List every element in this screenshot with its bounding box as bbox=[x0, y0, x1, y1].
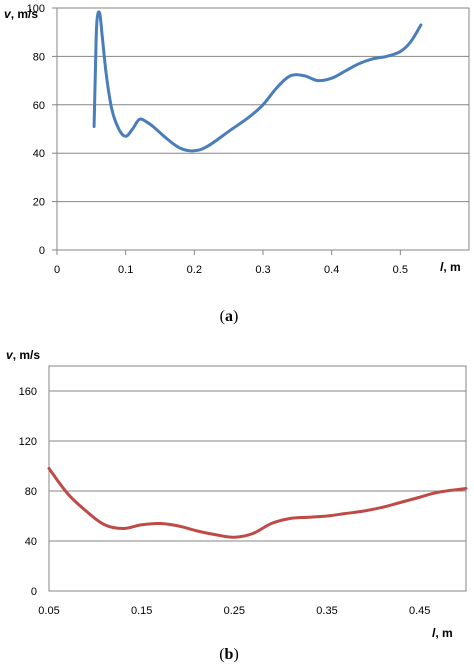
y-axis-label: v, m/s bbox=[4, 7, 38, 21]
x-tick-label: 0.3 bbox=[255, 264, 270, 276]
x-tick-label: 0.1 bbox=[118, 264, 133, 276]
chart-a: 0 20 40 60 80 100 0 0.1 0.2 0.3 0.4 0.5 v, m/s l, m (a… bbox=[4, 3, 470, 325]
x-axis-unit: , m bbox=[435, 626, 452, 640]
y-tick-label: 0 bbox=[31, 586, 37, 598]
caption-open: ( bbox=[220, 308, 225, 325]
series-line-1 bbox=[47, 467, 468, 539]
x-tick-label: 0.45 bbox=[409, 605, 430, 617]
x-tick-label: 0.35 bbox=[316, 605, 337, 617]
x-axis-unit: , m bbox=[443, 260, 460, 274]
x-tick-label: 0.25 bbox=[224, 605, 245, 617]
x-axis-var: l bbox=[432, 626, 436, 640]
x-tick-label: 0.5 bbox=[393, 264, 408, 276]
x-tick-label: 0.05 bbox=[38, 605, 59, 617]
x-axis-var: l bbox=[440, 260, 444, 274]
x-tick-label: 0.2 bbox=[187, 264, 202, 276]
x-tick-label: 0.4 bbox=[324, 264, 339, 276]
caption-close: ) bbox=[233, 646, 238, 663]
x-tick-label: 0.15 bbox=[131, 605, 152, 617]
panel-caption: (b) bbox=[219, 646, 239, 663]
y-tick-label: 160 bbox=[19, 386, 37, 398]
y-tick-label: 100 bbox=[27, 3, 45, 15]
y-axis-var: v bbox=[6, 348, 14, 362]
y-tick-label: 40 bbox=[25, 536, 37, 548]
caption-close: ) bbox=[233, 308, 238, 325]
y-tick-label: 0 bbox=[39, 245, 45, 257]
y-tick-label: 80 bbox=[25, 486, 37, 498]
y-tick-label: 20 bbox=[33, 197, 45, 209]
x-axis-label: l, m bbox=[432, 626, 453, 640]
x-tick-label: 0 bbox=[54, 264, 60, 276]
plot-frame bbox=[48, 365, 467, 592]
y-tick-label: 40 bbox=[33, 148, 45, 160]
caption-letter: b bbox=[225, 646, 234, 663]
y-axis-label: v, m/s bbox=[6, 348, 40, 362]
panel-caption: (a) bbox=[220, 308, 239, 325]
caption-open: ( bbox=[219, 646, 224, 663]
x-axis-label: l, m bbox=[440, 260, 461, 274]
y-axis-unit: , m/s bbox=[13, 348, 41, 362]
y-axis-unit: , m/s bbox=[11, 7, 39, 21]
y-tick-label: 120 bbox=[19, 436, 37, 448]
y-tick-label: 80 bbox=[33, 51, 45, 63]
series-line-1 bbox=[92, 10, 423, 153]
y-tick-label: 60 bbox=[33, 100, 45, 112]
caption-letter: a bbox=[225, 308, 233, 325]
y-axis-var: v bbox=[4, 7, 12, 21]
